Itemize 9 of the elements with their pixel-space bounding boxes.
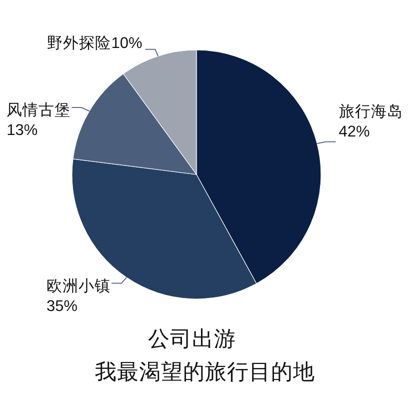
slice-label: 风情古堡: [6, 101, 71, 120]
slice-label: 旅行海岛: [338, 102, 403, 120]
slice-label: 欧洲小镇: [46, 276, 110, 295]
data-label: 42%: [338, 123, 370, 140]
slice-label: 野外探险10%: [47, 34, 142, 52]
text: 我最渴望的旅行目的地: [95, 360, 315, 384]
data-label: 13%: [6, 122, 38, 140]
text: 公司出游: [148, 327, 236, 351]
data-label: 35%: [46, 298, 78, 315]
